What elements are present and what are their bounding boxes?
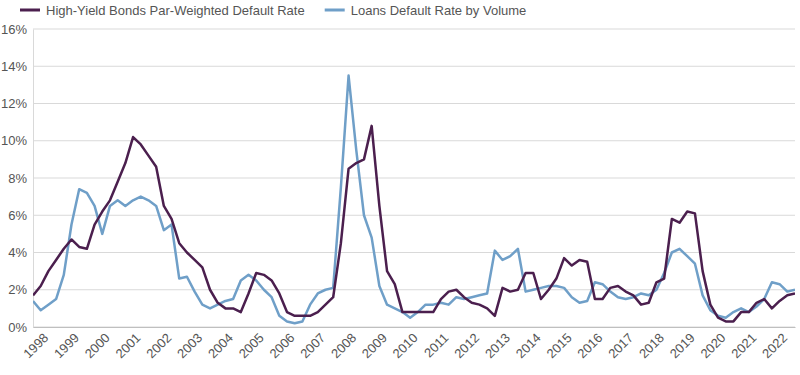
grid-line: [33, 103, 795, 104]
x-tick-label: 2006: [266, 330, 297, 361]
grid-line: [33, 178, 795, 179]
y-tick: 8%: [8, 171, 33, 186]
x-tick: 2012: [451, 327, 482, 361]
x-tick-label: 2001: [113, 330, 144, 361]
y-tick-label: 4%: [8, 245, 27, 260]
x-tick-label: 2012: [451, 330, 482, 361]
x-tick-label: 2002: [143, 330, 174, 361]
y-axis: 0% 2% 4% 6% 8% 10% 12% 14% 16%: [1, 22, 34, 335]
x-tick: 2019: [667, 327, 698, 361]
x-tick: 2016: [574, 327, 605, 361]
x-tick: 2013: [482, 327, 513, 361]
y-tick: 14%: [1, 59, 33, 74]
legend: High-Yield Bonds Par-Weighted Default Ra…: [20, 3, 526, 18]
x-tick: 2003: [174, 327, 205, 361]
legend-label: Loans Default Rate by Volume: [351, 3, 527, 18]
x-tick-label: 2017: [605, 330, 636, 361]
y-tick-label: 10%: [1, 133, 27, 148]
x-tick: 2015: [544, 327, 575, 361]
x-tick-label: 2016: [574, 330, 605, 361]
y-tick-label: 6%: [8, 208, 27, 223]
x-tick-label: 2014: [513, 330, 544, 361]
y-tick-label: 0%: [8, 320, 27, 335]
x-tick-label: 2005: [236, 330, 267, 361]
legend-swatch: [325, 9, 345, 12]
y-axis-line: [33, 30, 34, 328]
x-tick-label: 1998: [20, 330, 51, 361]
x-tick-label: 2015: [544, 330, 575, 361]
y-tick-label: 16%: [1, 22, 27, 37]
x-tick: 2020: [698, 327, 729, 361]
series-line: [33, 76, 795, 324]
x-tick-label: 2013: [482, 330, 513, 361]
series-line: [33, 126, 795, 322]
legend-swatch: [20, 9, 40, 12]
x-tick: 2004: [205, 327, 236, 361]
chart: 0%2%4%6%8%10%12%14%16%199819992000200120…: [0, 0, 800, 375]
x-tick: 2000: [82, 327, 113, 361]
x-tick: 2022: [759, 327, 790, 361]
y-tick: 0%: [8, 320, 33, 335]
x-tick: 2008: [328, 327, 359, 361]
x-tick-label: 2004: [205, 330, 236, 361]
grid-line: [33, 140, 795, 141]
x-axis: 1998199920002001200220032004200520062007…: [20, 327, 795, 361]
x-tick: 2017: [605, 327, 636, 361]
x-tick-label: 2020: [698, 330, 729, 361]
y-tick: 16%: [1, 22, 33, 37]
grid-line: [33, 327, 795, 328]
grid-line: [33, 252, 795, 253]
x-tick-label: 1999: [51, 330, 82, 361]
x-tick-label: 2018: [636, 330, 667, 361]
plot-area: [33, 76, 795, 324]
x-tick: 2021: [728, 327, 759, 361]
grid: [33, 29, 795, 327]
grid-line: [33, 215, 795, 216]
x-tick: 2001: [113, 327, 144, 361]
y-tick-label: 14%: [1, 59, 27, 74]
y-tick-label: 2%: [8, 282, 27, 297]
x-tick: 2007: [297, 327, 328, 361]
x-tick-label: 2010: [390, 330, 421, 361]
y-tick-label: 12%: [1, 96, 27, 111]
x-tick-label: 2019: [667, 330, 698, 361]
y-tick: 4%: [8, 245, 33, 260]
x-tick-label: 2011: [421, 330, 451, 360]
x-tick-label: 2008: [328, 330, 359, 361]
y-tick: 10%: [1, 133, 33, 148]
x-tick: 1998: [20, 327, 51, 361]
x-tick: 2018: [636, 327, 667, 361]
x-tick: 2010: [390, 327, 421, 361]
grid-line: [33, 289, 795, 290]
x-tick: 2014: [513, 327, 544, 361]
x-tick-label: 2003: [174, 330, 205, 361]
x-tick: 2002: [143, 327, 174, 361]
grid-line: [33, 66, 795, 67]
x-tick-label: 2022: [759, 330, 790, 361]
y-tick-label: 8%: [8, 171, 27, 186]
x-tick: 2009: [359, 327, 390, 361]
y-tick: 2%: [8, 282, 33, 297]
x-tick-label: 2021: [728, 330, 759, 361]
legend-item: Loans Default Rate by Volume: [325, 3, 527, 18]
x-tick: 2011: [421, 327, 451, 360]
x-tick: 2005: [236, 327, 267, 361]
x-tick: 2006: [266, 327, 297, 361]
grid-line: [33, 29, 795, 30]
y-tick: 12%: [1, 96, 33, 111]
x-axis-line: [34, 327, 796, 328]
legend-label: High-Yield Bonds Par-Weighted Default Ra…: [46, 3, 305, 18]
x-tick: 1999: [51, 327, 82, 361]
x-tick-label: 2000: [82, 330, 113, 361]
legend-item: High-Yield Bonds Par-Weighted Default Ra…: [20, 3, 305, 18]
x-tick-label: 2007: [297, 330, 328, 361]
x-tick-label: 2009: [359, 330, 390, 361]
y-tick: 6%: [8, 208, 33, 223]
